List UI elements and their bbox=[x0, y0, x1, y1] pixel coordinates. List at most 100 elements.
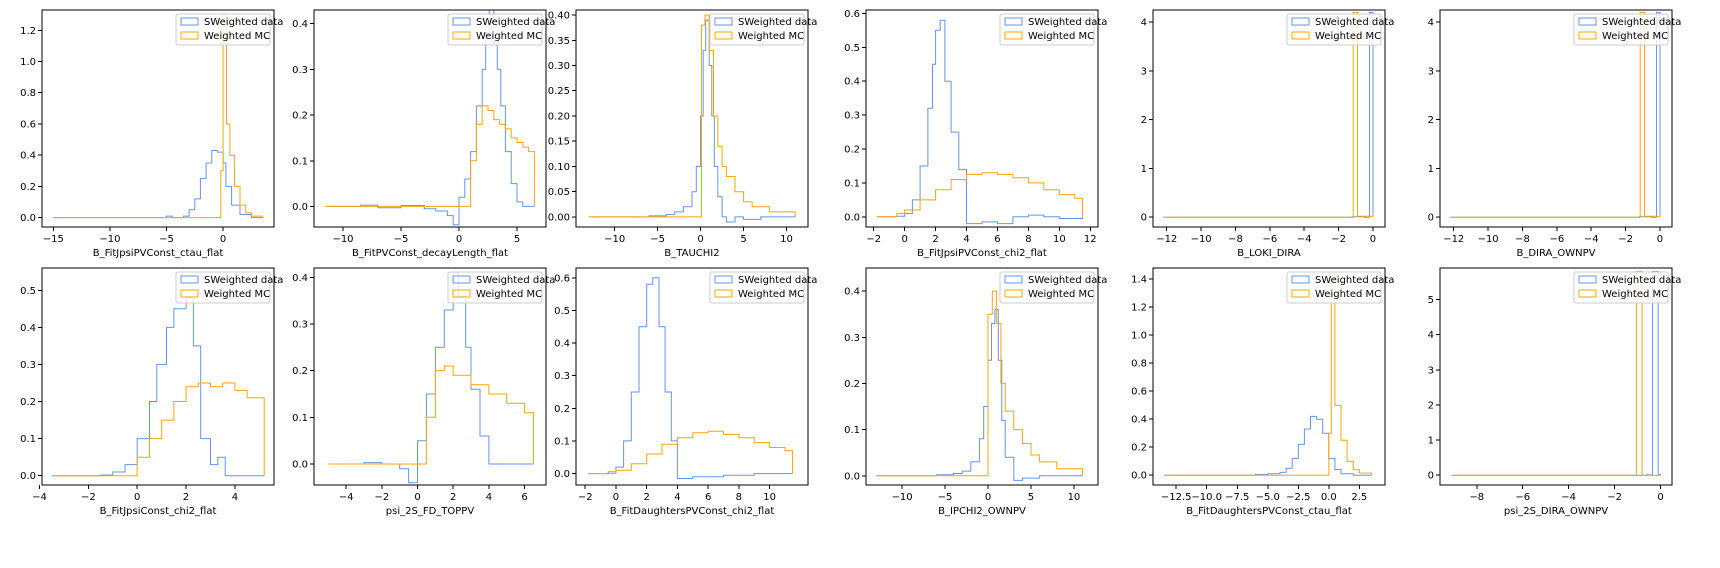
y-tick-label: 0.8 bbox=[20, 88, 36, 99]
legend-swatch-data bbox=[714, 17, 733, 26]
sweighted-data-histogram bbox=[1451, 271, 1661, 476]
x-tick-label: 8 bbox=[736, 492, 742, 503]
legend-box bbox=[1573, 271, 1669, 304]
y-tick-label: 0.0 bbox=[844, 212, 860, 223]
legend-box bbox=[447, 13, 543, 46]
legend: SWeighted data Weighted MC bbox=[709, 271, 817, 304]
x-tick-label: 2 bbox=[450, 492, 456, 503]
legend-label-mc: Weighted MC bbox=[1028, 31, 1094, 42]
x-tick-label: −2 bbox=[1618, 234, 1633, 245]
y-tick-label: 1.2 bbox=[20, 26, 36, 37]
y-tick-label: 0 bbox=[1428, 213, 1434, 224]
subplot-11: −12.5 −10.0 −7.5 −5.0 −2.5 0.0 2.5 0.0 0.2 0.4 0.6… bbox=[1131, 267, 1394, 517]
x-tick-label: 0 bbox=[697, 234, 703, 245]
x-tick-label: −12.5 bbox=[1161, 492, 1192, 503]
legend-label-mc: Weighted MC bbox=[1315, 289, 1381, 300]
legend-box bbox=[999, 271, 1095, 304]
axes-frame bbox=[1439, 267, 1673, 486]
subplot-6: −12 −10 −8 −6 −4 −2 0 0 1 2 3 4 B_DIRA_OWNPV SWeighte… bbox=[1428, 9, 1681, 259]
legend-swatch-data bbox=[452, 275, 471, 284]
y-tick-label: 0.3 bbox=[844, 111, 860, 122]
x-tick-label: 10 bbox=[1053, 234, 1066, 245]
y-tick-label: 0.1 bbox=[292, 413, 308, 424]
legend-swatch-mc bbox=[1578, 31, 1597, 40]
y-tick-label: 0.40 bbox=[548, 11, 570, 22]
y-tick-label: 2 bbox=[1141, 115, 1147, 126]
y-tick-label: 0.15 bbox=[548, 137, 570, 148]
y-tick-label: 0 bbox=[1141, 213, 1147, 224]
legend-label-data: SWeighted data bbox=[1315, 275, 1394, 286]
legend-box bbox=[1286, 13, 1382, 46]
x-tick-label: −10 bbox=[1191, 234, 1212, 245]
x-tick-label: −2.5 bbox=[1286, 492, 1310, 503]
legend-swatch-data bbox=[1004, 275, 1023, 284]
y-tick-label: 3 bbox=[1428, 365, 1434, 376]
subplot-2: −10 −5 0 5 0.0 0.1 0.2 0.3 0.4 B_FitPVConst_decay… bbox=[292, 9, 555, 259]
x-tick-label: −5 bbox=[650, 234, 665, 245]
x-tick-label: −7.5 bbox=[1225, 492, 1249, 503]
legend: SWeighted data Weighted MC bbox=[175, 271, 283, 304]
axes-frame bbox=[575, 9, 809, 228]
legend: SWeighted data Weighted MC bbox=[709, 13, 817, 46]
y-tick-label: 0.1 bbox=[844, 425, 860, 436]
legend-box bbox=[175, 271, 271, 304]
legend-label-data: SWeighted data bbox=[204, 17, 283, 28]
axes-frame bbox=[41, 267, 275, 486]
sweighted-data-histogram bbox=[876, 19, 1083, 225]
weighted-mc-histogram bbox=[1450, 11, 1661, 218]
legend-label-data: SWeighted data bbox=[476, 275, 555, 286]
x-axis-label: B_FitDaughtersPVConst_ctau_flat bbox=[1186, 506, 1352, 517]
x-tick-label: 0 bbox=[414, 492, 420, 503]
legend-box bbox=[1286, 271, 1382, 304]
weighted-mc-histogram bbox=[588, 14, 796, 218]
legend: SWeighted data Weighted MC bbox=[447, 13, 555, 46]
legend-swatch-data bbox=[1004, 17, 1023, 26]
axes-frame bbox=[1439, 9, 1673, 228]
legend-label-data: SWeighted data bbox=[738, 275, 817, 286]
sweighted-data-histogram bbox=[588, 19, 796, 223]
legend-label-mc: Weighted MC bbox=[738, 31, 804, 42]
x-tick-label: 0 bbox=[985, 492, 991, 503]
x-tick-label: 5 bbox=[740, 234, 746, 245]
axes-frame bbox=[41, 9, 275, 228]
legend-box bbox=[1573, 13, 1669, 46]
weighted-mc-histogram bbox=[588, 430, 794, 475]
y-tick-label: 0.4 bbox=[844, 287, 860, 298]
y-tick-label: 0.2 bbox=[554, 404, 570, 415]
x-tick-label: 2 bbox=[183, 492, 189, 503]
x-tick-label: 2 bbox=[643, 492, 649, 503]
legend-swatch-data bbox=[1578, 17, 1597, 26]
x-tick-label: −5.0 bbox=[1256, 492, 1280, 503]
x-axis-label: B_DIRA_OWNPV bbox=[1516, 248, 1595, 259]
axes-frame bbox=[313, 9, 547, 228]
x-tick-label: 10 bbox=[763, 492, 776, 503]
x-tick-label: −4 bbox=[339, 492, 354, 503]
legend-label-data: SWeighted data bbox=[1315, 17, 1394, 28]
x-tick-label: −8 bbox=[1228, 234, 1243, 245]
y-tick-label: 1.0 bbox=[1131, 331, 1147, 342]
legend: SWeighted data Weighted MC bbox=[999, 271, 1107, 304]
legend-swatch-mc bbox=[1004, 289, 1023, 298]
y-tick-label: 0.8 bbox=[1131, 359, 1147, 370]
legend-swatch-mc bbox=[1578, 289, 1597, 298]
y-tick-label: 2 bbox=[1428, 400, 1434, 411]
x-tick-label: −2 bbox=[866, 234, 881, 245]
x-tick-label: −2 bbox=[578, 492, 593, 503]
legend-swatch-mc bbox=[1291, 31, 1310, 40]
x-tick-label: 0 bbox=[613, 492, 619, 503]
y-tick-label: 0.3 bbox=[844, 333, 860, 344]
y-tick-label: 0.2 bbox=[844, 145, 860, 156]
y-tick-label: 0.6 bbox=[554, 273, 570, 284]
y-tick-label: 0.0 bbox=[292, 202, 308, 213]
axes-frame bbox=[1152, 267, 1386, 486]
x-axis-label: B_IPCHI2_OWNPV bbox=[938, 506, 1026, 517]
weighted-mc-histogram bbox=[328, 365, 534, 465]
y-tick-label: 0.10 bbox=[548, 162, 570, 173]
y-tick-label: 0.6 bbox=[20, 119, 36, 130]
y-tick-label: 4 bbox=[1141, 18, 1147, 29]
legend-label-mc: Weighted MC bbox=[1315, 31, 1381, 42]
subplot-3: −10 −5 0 5 10 0.00 0.05 0.10 0.15 0.20 0.25 0.30 0.3… bbox=[548, 9, 817, 259]
y-tick-label: 0.1 bbox=[292, 156, 308, 167]
y-tick-label: 0.3 bbox=[20, 360, 36, 371]
